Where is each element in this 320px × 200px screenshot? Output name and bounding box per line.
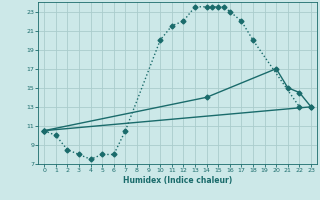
X-axis label: Humidex (Indice chaleur): Humidex (Indice chaleur)	[123, 176, 232, 185]
